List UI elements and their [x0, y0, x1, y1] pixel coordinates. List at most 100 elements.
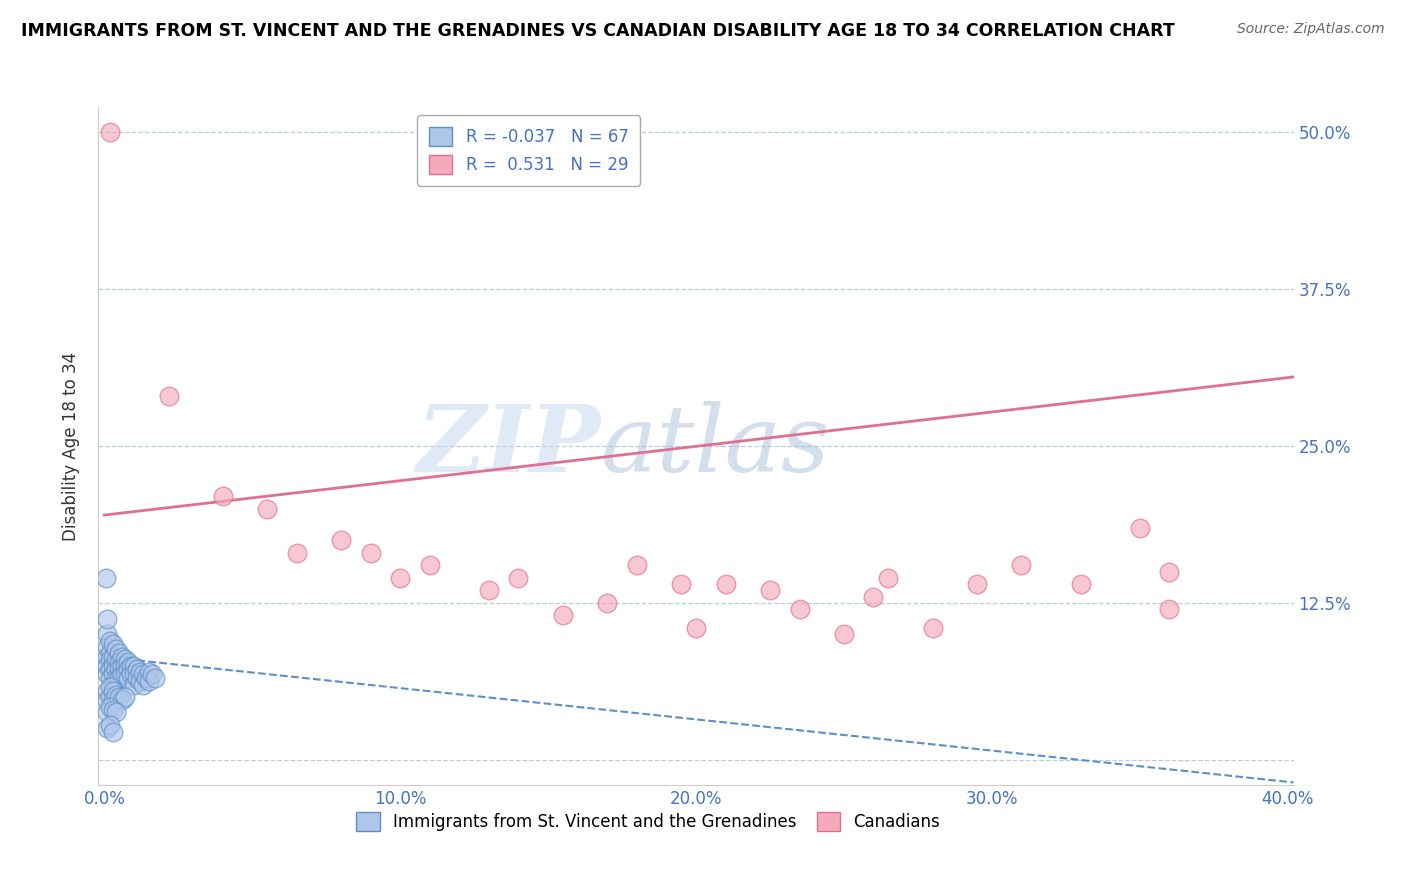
Point: [108, 671, 131, 685]
Point: [141, 667, 163, 681]
Point: [117, 655, 139, 669]
Point: [111, 649, 134, 664]
Point: [132, 677, 155, 691]
Point: [122, 677, 145, 691]
Point: [157, 389, 180, 403]
Point: [120, 667, 142, 681]
Point: [105, 642, 128, 657]
Point: [105, 663, 128, 677]
Point: [669, 577, 692, 591]
Text: IMMIGRANTS FROM ST. VINCENT AND THE GRENADINES VS CANADIAN DISABILITY AGE 18 TO : IMMIGRANTS FROM ST. VINCENT AND THE GREN…: [21, 22, 1175, 40]
Point: [256, 501, 278, 516]
Point: [596, 596, 619, 610]
Legend: Immigrants from St. Vincent and the Grenadines, Canadians: Immigrants from St. Vincent and the Gren…: [350, 805, 946, 838]
Point: [330, 533, 353, 548]
Point: [96, 612, 118, 626]
Point: [103, 725, 125, 739]
Point: [626, 558, 648, 573]
Point: [103, 637, 125, 651]
Point: [103, 703, 125, 717]
Point: [96, 683, 118, 698]
Point: [98, 633, 121, 648]
Text: Source: ZipAtlas.com: Source: ZipAtlas.com: [1237, 22, 1385, 37]
Point: [96, 692, 118, 706]
Point: [105, 705, 128, 719]
Point: [103, 649, 125, 664]
Point: [105, 688, 128, 702]
Point: [103, 658, 125, 673]
Point: [114, 667, 136, 681]
Point: [114, 690, 136, 704]
Point: [105, 652, 128, 666]
Point: [117, 671, 139, 685]
Point: [685, 621, 707, 635]
Point: [111, 658, 134, 673]
Point: [96, 627, 118, 641]
Point: [759, 583, 782, 598]
Point: [105, 671, 128, 685]
Point: [877, 571, 900, 585]
Point: [478, 583, 501, 598]
Point: [125, 671, 148, 685]
Point: [108, 646, 131, 660]
Point: [108, 655, 131, 669]
Point: [98, 690, 121, 704]
Point: [96, 722, 118, 736]
Point: [419, 558, 441, 573]
Point: [389, 571, 412, 585]
Text: atlas: atlas: [600, 401, 830, 491]
Point: [103, 667, 125, 681]
Point: [1159, 602, 1181, 616]
Point: [98, 646, 121, 660]
Point: [832, 627, 855, 641]
Point: [98, 671, 121, 685]
Point: [714, 577, 737, 591]
Point: [211, 489, 233, 503]
Point: [103, 683, 125, 698]
Point: [120, 658, 142, 673]
Point: [96, 667, 118, 681]
Point: [108, 663, 131, 677]
Point: [103, 692, 125, 706]
Point: [132, 667, 155, 681]
Point: [111, 667, 134, 681]
Point: [285, 546, 308, 560]
Point: [98, 663, 121, 677]
Point: [98, 652, 121, 666]
Point: [921, 621, 943, 635]
Point: [98, 125, 121, 139]
Text: ZIP: ZIP: [416, 401, 600, 491]
Point: [122, 658, 145, 673]
Point: [966, 577, 988, 591]
Point: [360, 546, 382, 560]
Point: [108, 690, 131, 704]
Point: [551, 608, 574, 623]
Point: [138, 665, 160, 679]
Point: [128, 665, 150, 679]
Point: [135, 671, 157, 685]
Point: [138, 673, 160, 688]
Point: [98, 680, 121, 694]
Point: [103, 677, 125, 691]
Point: [1129, 520, 1152, 534]
Point: [98, 700, 121, 714]
Point: [1159, 565, 1181, 579]
Point: [1070, 577, 1092, 591]
Point: [96, 649, 118, 664]
Point: [143, 671, 166, 685]
Point: [94, 571, 117, 585]
Point: [117, 663, 139, 677]
Point: [122, 667, 145, 681]
Point: [128, 673, 150, 688]
Point: [508, 571, 530, 585]
Point: [96, 640, 118, 654]
Point: [96, 705, 118, 719]
Point: [96, 658, 118, 673]
Point: [114, 658, 136, 673]
Y-axis label: Disability Age 18 to 34: Disability Age 18 to 34: [62, 351, 80, 541]
Point: [114, 652, 136, 666]
Point: [98, 717, 121, 731]
Point: [111, 692, 134, 706]
Point: [1010, 558, 1032, 573]
Point: [862, 590, 884, 604]
